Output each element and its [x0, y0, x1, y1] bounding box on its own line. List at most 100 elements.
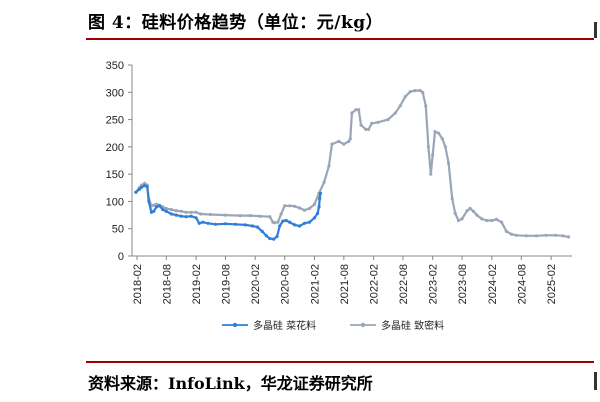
data-point-0 [268, 236, 272, 241]
data-point-1 [154, 202, 159, 206]
data-point-1 [348, 137, 352, 141]
data-point-0 [140, 185, 144, 189]
y-tick-label: 150 [106, 169, 124, 181]
edge-mark-bottom [594, 372, 597, 390]
data-point-1 [279, 212, 283, 216]
top-rule [86, 38, 594, 40]
data-point-0 [147, 199, 151, 203]
data-point-1 [283, 204, 287, 208]
y-tick-label: 350 [106, 60, 124, 72]
data-point-1 [312, 202, 317, 206]
x-tick-label: 2023-02 [428, 264, 440, 304]
data-point-1 [298, 206, 302, 210]
data-point-0 [318, 191, 323, 195]
data-point-1 [359, 123, 363, 127]
data-point-1 [567, 235, 571, 239]
data-point-1 [418, 89, 422, 93]
data-point-0 [184, 215, 188, 219]
data-point-1 [347, 139, 351, 143]
data-point-1 [465, 209, 469, 213]
x-tick-label: 2020-08 [280, 264, 292, 304]
data-point-1 [169, 208, 173, 212]
data-point-1 [554, 233, 558, 237]
data-point-0 [157, 204, 162, 208]
data-point-1 [494, 217, 499, 221]
x-tick-label: 2024-08 [516, 264, 528, 304]
chart: 0 50 100 150 200 250 300 350 2018-02 2018-08 2019… [106, 60, 572, 332]
data-point-0 [214, 222, 218, 226]
data-point-0 [154, 205, 159, 209]
x-tick-label: 2023-08 [457, 264, 469, 304]
data-point-1 [421, 90, 425, 94]
x-tick-label: 2021-08 [339, 264, 351, 304]
data-point-1 [500, 220, 504, 224]
data-point-0 [278, 224, 282, 228]
figure-title: 图 4：硅料价格趋势（单位：元/kg） [88, 13, 384, 33]
data-point-0 [250, 224, 255, 228]
legend-marker-0 [232, 322, 238, 328]
data-point-1 [480, 217, 484, 221]
data-point-1 [456, 218, 461, 223]
data-point-1 [485, 218, 489, 223]
x-tick-label: 2021-02 [310, 264, 322, 304]
data-point-0 [307, 220, 312, 224]
data-point-1 [490, 218, 494, 223]
data-point-0 [161, 208, 165, 212]
x-tick-label: 2019-08 [220, 264, 232, 304]
series-line-0 [135, 184, 322, 241]
data-point-1 [354, 108, 358, 112]
data-point-1 [561, 234, 565, 238]
data-point-0 [137, 187, 141, 191]
y-tick-label: 300 [106, 87, 124, 99]
data-point-1 [514, 233, 518, 237]
data-point-1 [450, 197, 454, 201]
data-point-0 [134, 190, 138, 194]
data-point-1 [288, 204, 292, 208]
data-point-0 [255, 225, 260, 229]
data-point-1 [327, 164, 331, 168]
data-point-1 [393, 111, 397, 115]
data-point-1 [460, 217, 464, 221]
data-point-0 [206, 221, 210, 225]
data-point-1 [433, 130, 437, 134]
data-point-1 [152, 203, 156, 207]
x-tick-label: 2025-02 [546, 264, 558, 304]
data-point-0 [197, 221, 201, 225]
data-point-1 [199, 212, 203, 216]
data-point-1 [429, 172, 433, 176]
data-point-0 [288, 220, 292, 224]
data-point-1 [524, 234, 528, 238]
y-tick-label: 0 [118, 251, 124, 263]
data-point-0 [174, 213, 178, 217]
data-point-1 [208, 212, 213, 217]
x-tick-label: 2018-02 [132, 264, 144, 304]
data-point-1 [194, 210, 198, 214]
data-point-0 [169, 212, 173, 216]
data-point-0 [189, 214, 193, 218]
data-point-1 [164, 206, 168, 211]
data-point-1 [350, 111, 354, 115]
data-point-1 [293, 204, 297, 208]
legend-marker-1 [360, 322, 366, 328]
edge-mark-top [594, 22, 597, 38]
data-point-1 [337, 139, 341, 143]
data-point-1 [424, 104, 428, 108]
data-point-1 [268, 215, 272, 219]
data-point-0 [275, 234, 279, 238]
data-point-1 [258, 214, 262, 218]
data-point-1 [342, 142, 346, 146]
data-point-1 [143, 181, 147, 185]
y-tick-label: 250 [106, 115, 124, 127]
data-point-1 [413, 89, 417, 93]
data-point-1 [398, 104, 402, 108]
legend-label-0: 多晶硅 菜花料 [253, 319, 316, 332]
data-point-1 [426, 145, 430, 149]
data-point-0 [223, 222, 227, 226]
data-point-0 [201, 220, 205, 224]
y-tick-label: 50 [112, 224, 124, 236]
series-layer [134, 89, 571, 241]
data-point-1 [302, 208, 307, 212]
data-point-1 [238, 214, 242, 218]
data-point-0 [298, 224, 302, 228]
data-point-1 [447, 161, 451, 165]
